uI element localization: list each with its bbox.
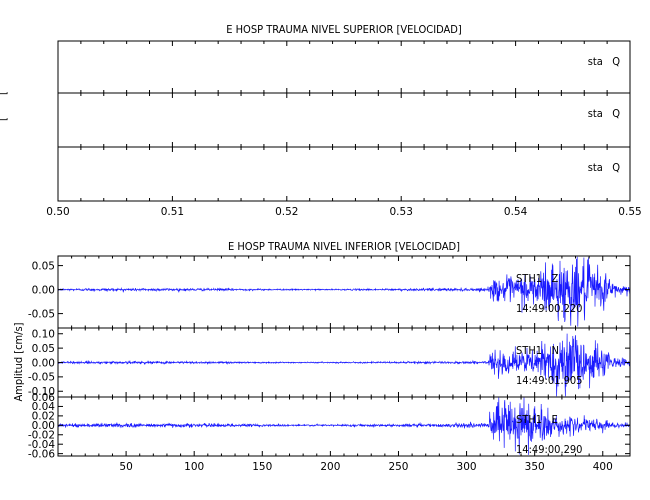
bottom-y-tick-label: 0.00 — [32, 420, 55, 432]
time-label: 14:49:01.905 — [516, 374, 582, 387]
bottom-x-tick-label: 200 — [320, 461, 340, 473]
top-ylabel-fragment-2: [ — [0, 117, 9, 121]
waveform-e — [57, 397, 631, 455]
top-panel-3: sta Q — [57, 146, 631, 202]
bottom-y-tick-label: -0.04 — [28, 439, 55, 451]
bottom-y-tick-label: 0.05 — [32, 343, 55, 355]
bottom-panel-z: 0.05 0.00 -0.05 STH1 Z 14:49:00.220 — [28, 255, 631, 329]
bottom-x-tick-label: 300 — [457, 461, 477, 473]
top-panels: sta Q sta Q sta Q — [57, 40, 631, 202]
bottom-panel-n: 0.10 0.05 0.00 -0.05 -0.10 STH1 N 14:49:01.905 — [28, 327, 631, 398]
bottom-chart-title: E HOSP TRAUMA NIVEL INFERIOR [VELOCIDAD] — [228, 240, 460, 253]
bottom-x-tick-label: 100 — [184, 461, 204, 473]
bottom-x-tick-label: 350 — [525, 461, 545, 473]
top-panel-label: sta Q — [588, 55, 621, 68]
bottom-y-tick-label: -0.02 — [28, 430, 55, 442]
bottom-y-tick-label: 0.02 — [32, 411, 55, 423]
top-x-tick-label: 0.50 — [46, 206, 69, 218]
bottom-y-tick-label: 0.06 — [32, 392, 56, 404]
top-x-tick-label: 0.51 — [161, 206, 184, 218]
bottom-y-tick-label: -0.05 — [28, 308, 55, 320]
bottom-y-tick-label: 0.05 — [32, 260, 55, 272]
top-panel-label: sta Q — [588, 107, 621, 120]
time-label: 14:49:00.220 — [516, 302, 582, 315]
top-ylabel-fragment-1: [ — [0, 91, 9, 95]
top-panel-1: sta Q — [57, 40, 631, 94]
waveform-z — [57, 256, 631, 327]
top-x-tick-label: 0.55 — [618, 206, 641, 218]
bottom-x-tick-label: 50 — [119, 461, 132, 473]
bottom-x-tick-label: 150 — [252, 461, 272, 473]
time-label: 14:49:00.290 — [516, 443, 582, 456]
top-chart-title: E HOSP TRAUMA NIVEL SUPERIOR [VELOCIDAD] — [226, 23, 462, 36]
bottom-y-tick-label: 0.00 — [32, 284, 55, 296]
top-x-tick-label: 0.54 — [504, 206, 528, 218]
bottom-ylabel: Amplitud [cm/s] — [12, 322, 25, 401]
bottom-x-axis: 50 100 150 200 250 300 350 400 — [119, 461, 612, 473]
top-panel-frame — [57, 146, 631, 202]
top-x-tick-label: 0.53 — [390, 206, 413, 218]
bottom-y-tick-label: -0.06 — [28, 448, 55, 460]
bottom-y-tick-label: 0.00 — [32, 357, 55, 369]
top-x-tick-label: 0.52 — [275, 206, 298, 218]
waveform-n — [57, 333, 631, 397]
station-label: STH1 E — [516, 413, 558, 426]
bottom-y-tick-label: 0.04 — [32, 401, 56, 413]
bottom-x-tick-label: 400 — [593, 461, 613, 473]
bottom-y-tick-label: 0.10 — [32, 329, 55, 341]
bottom-x-tick-label: 250 — [388, 461, 408, 473]
station-label: STH1 N — [516, 344, 559, 357]
top-panel-frame — [57, 40, 631, 94]
bottom-y-tick-label: -0.05 — [28, 372, 55, 384]
top-panel-2: sta Q — [57, 92, 631, 148]
station-label: STH1 Z — [516, 272, 558, 285]
bottom-y-tick-label: -0.10 — [28, 386, 55, 398]
top-panel-frame — [57, 92, 631, 148]
top-x-axis: 0.50 0.51 0.52 0.53 0.54 0.55 — [46, 206, 641, 218]
top-panel-label: sta Q — [588, 161, 621, 174]
bottom-panel-e: 0.060.040.020.00-0.02-0.04-0.06 STH1 E 14:… — [28, 392, 631, 460]
